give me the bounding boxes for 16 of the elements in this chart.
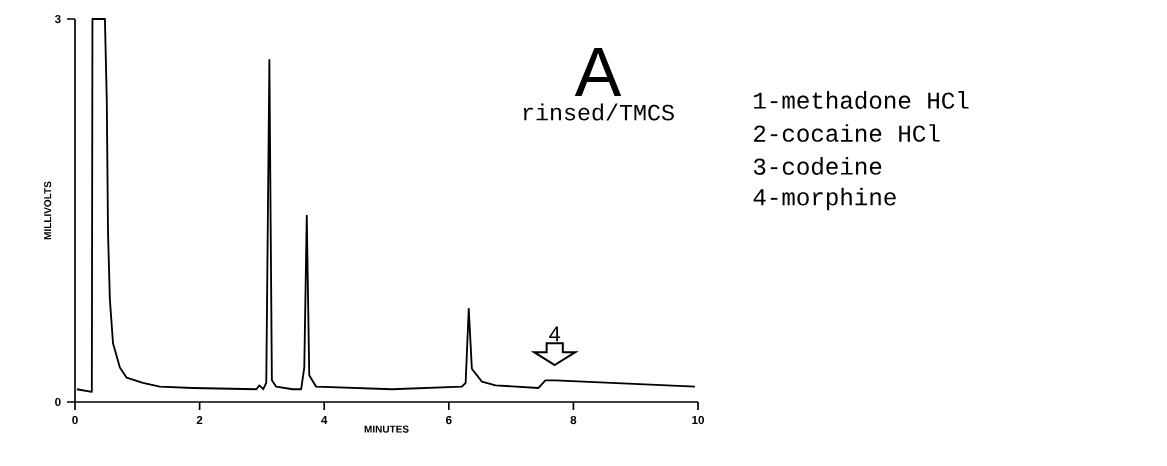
chart-title: A	[574, 47, 622, 97]
x-tick-label: 10	[692, 415, 705, 425]
annotation: 4	[549, 326, 561, 342]
x-tick-label: 4	[321, 415, 328, 424]
text: 3-codeine	[753, 157, 882, 175]
y-axis-title: MILLIVOLTS	[44, 181, 52, 240]
x-tick-label: 2	[196, 415, 203, 425]
text: 2-cocaine HCl	[754, 124, 940, 142]
x-tick-label: 0	[72, 415, 78, 425]
y-tick-label: 3	[54, 14, 61, 24]
text: 1-methadone HCl	[754, 91, 969, 109]
text: rinsed/TMCS	[523, 103, 674, 121]
text: 4-morphine	[753, 187, 896, 211]
x-axis-title: MINUTES	[364, 425, 409, 433]
x-tick-label: 8	[570, 415, 577, 425]
x-tick-label: 6	[445, 415, 452, 425]
